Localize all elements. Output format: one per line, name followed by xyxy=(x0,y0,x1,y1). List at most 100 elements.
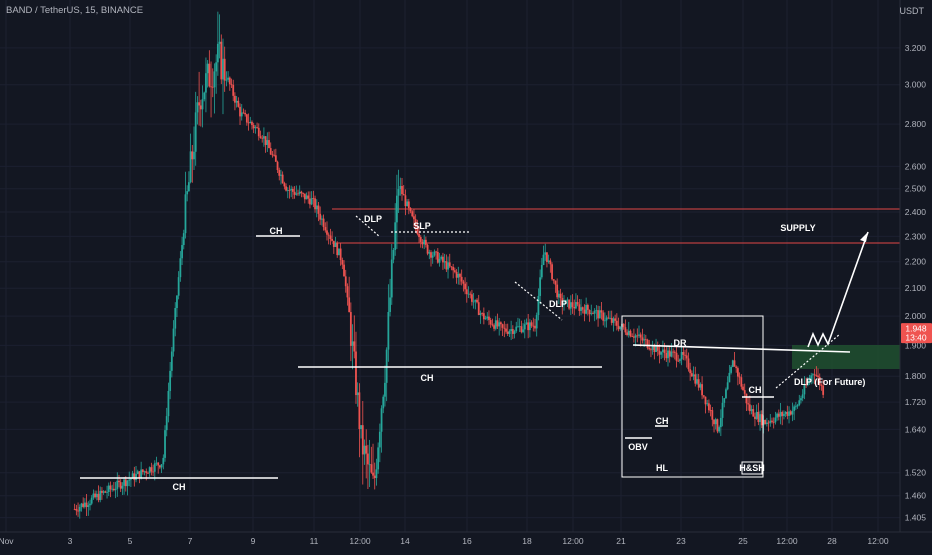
candle-body xyxy=(675,352,678,361)
candle xyxy=(561,292,564,315)
candle xyxy=(213,63,216,114)
candle-body xyxy=(244,112,247,115)
candle-body xyxy=(271,154,274,156)
y-tick-label: 3.200 xyxy=(905,43,927,53)
candle-body xyxy=(699,384,702,388)
candle-body xyxy=(75,509,78,511)
candle xyxy=(813,368,816,385)
candle-body xyxy=(153,463,156,472)
candle-body xyxy=(697,379,700,388)
candle-body xyxy=(263,136,265,139)
candle-body xyxy=(532,325,535,327)
candle-body xyxy=(731,360,734,367)
candle-body xyxy=(179,258,182,278)
candle-body xyxy=(539,277,542,296)
candle xyxy=(106,485,108,499)
x-tick-label: 9 xyxy=(251,536,256,546)
candle-body xyxy=(230,84,233,86)
candle xyxy=(157,461,160,474)
candle xyxy=(107,482,110,497)
candle xyxy=(320,215,323,226)
candle xyxy=(806,377,809,387)
candle-body xyxy=(791,410,794,415)
candle-body xyxy=(537,295,540,316)
candle xyxy=(334,236,337,248)
candle-body xyxy=(414,219,417,227)
candle-body xyxy=(234,95,236,103)
candle-body xyxy=(714,419,717,425)
candle-body xyxy=(639,334,642,338)
candle xyxy=(443,253,446,269)
candle-body xyxy=(215,62,218,72)
candle-body xyxy=(648,347,651,350)
candle-body xyxy=(387,311,390,350)
candle-body xyxy=(274,155,277,162)
x-tick-label: 3 xyxy=(68,536,73,546)
candle xyxy=(656,341,659,357)
y-tick-label: 1.800 xyxy=(905,371,927,381)
candle-body xyxy=(656,344,659,351)
symbol-title: BAND / TetherUS, 15, BINANCE xyxy=(6,5,144,16)
candle xyxy=(723,397,726,408)
candle-body xyxy=(561,298,564,306)
candle xyxy=(130,477,132,488)
candle xyxy=(286,187,289,199)
candle xyxy=(428,249,431,260)
candle xyxy=(718,425,721,434)
candle-body xyxy=(203,92,206,100)
candle xyxy=(390,243,393,305)
x-tick-label: 16 xyxy=(462,536,472,546)
candle xyxy=(638,325,640,339)
candle-body xyxy=(389,297,391,312)
candle xyxy=(356,382,359,407)
candle xyxy=(624,319,627,335)
candle xyxy=(303,193,306,204)
candle xyxy=(421,239,424,249)
candle xyxy=(189,133,192,184)
candle xyxy=(680,346,683,366)
candle xyxy=(230,78,233,88)
candle xyxy=(788,406,790,424)
candle-body xyxy=(617,325,620,330)
candle xyxy=(187,171,190,192)
candle-body xyxy=(140,469,143,479)
candle xyxy=(290,185,293,198)
candle-body xyxy=(416,226,419,234)
candle-body xyxy=(433,251,436,256)
candle-body xyxy=(227,77,229,80)
candle-body xyxy=(431,255,434,258)
candle xyxy=(87,501,90,516)
candle-body xyxy=(482,313,485,320)
candle xyxy=(735,365,738,373)
candle xyxy=(165,407,168,437)
candle-body xyxy=(205,73,207,93)
candle-body xyxy=(808,379,811,382)
candle-body xyxy=(338,248,340,256)
candle-body xyxy=(551,264,553,280)
candle-body xyxy=(326,230,328,235)
candle xyxy=(600,301,603,320)
candle xyxy=(689,362,692,381)
candle-body xyxy=(375,469,378,479)
candle xyxy=(254,125,257,134)
candle-body xyxy=(116,480,119,489)
candle xyxy=(450,266,453,271)
candle xyxy=(177,271,180,300)
candle xyxy=(234,92,236,111)
candle-body xyxy=(390,259,393,298)
candle-body xyxy=(341,259,344,265)
last-price-value: 1.948 xyxy=(905,324,927,334)
candle xyxy=(90,495,93,506)
candle xyxy=(300,190,303,198)
candle-body xyxy=(708,403,710,411)
candle-body xyxy=(723,398,726,403)
candle-body xyxy=(228,77,231,85)
dlp-future-label: DLP (For Future) xyxy=(794,377,865,387)
candle-body xyxy=(817,375,819,377)
candle-body xyxy=(694,374,697,384)
candle-body xyxy=(764,419,767,425)
candle-body xyxy=(469,293,472,295)
candle xyxy=(329,228,332,245)
